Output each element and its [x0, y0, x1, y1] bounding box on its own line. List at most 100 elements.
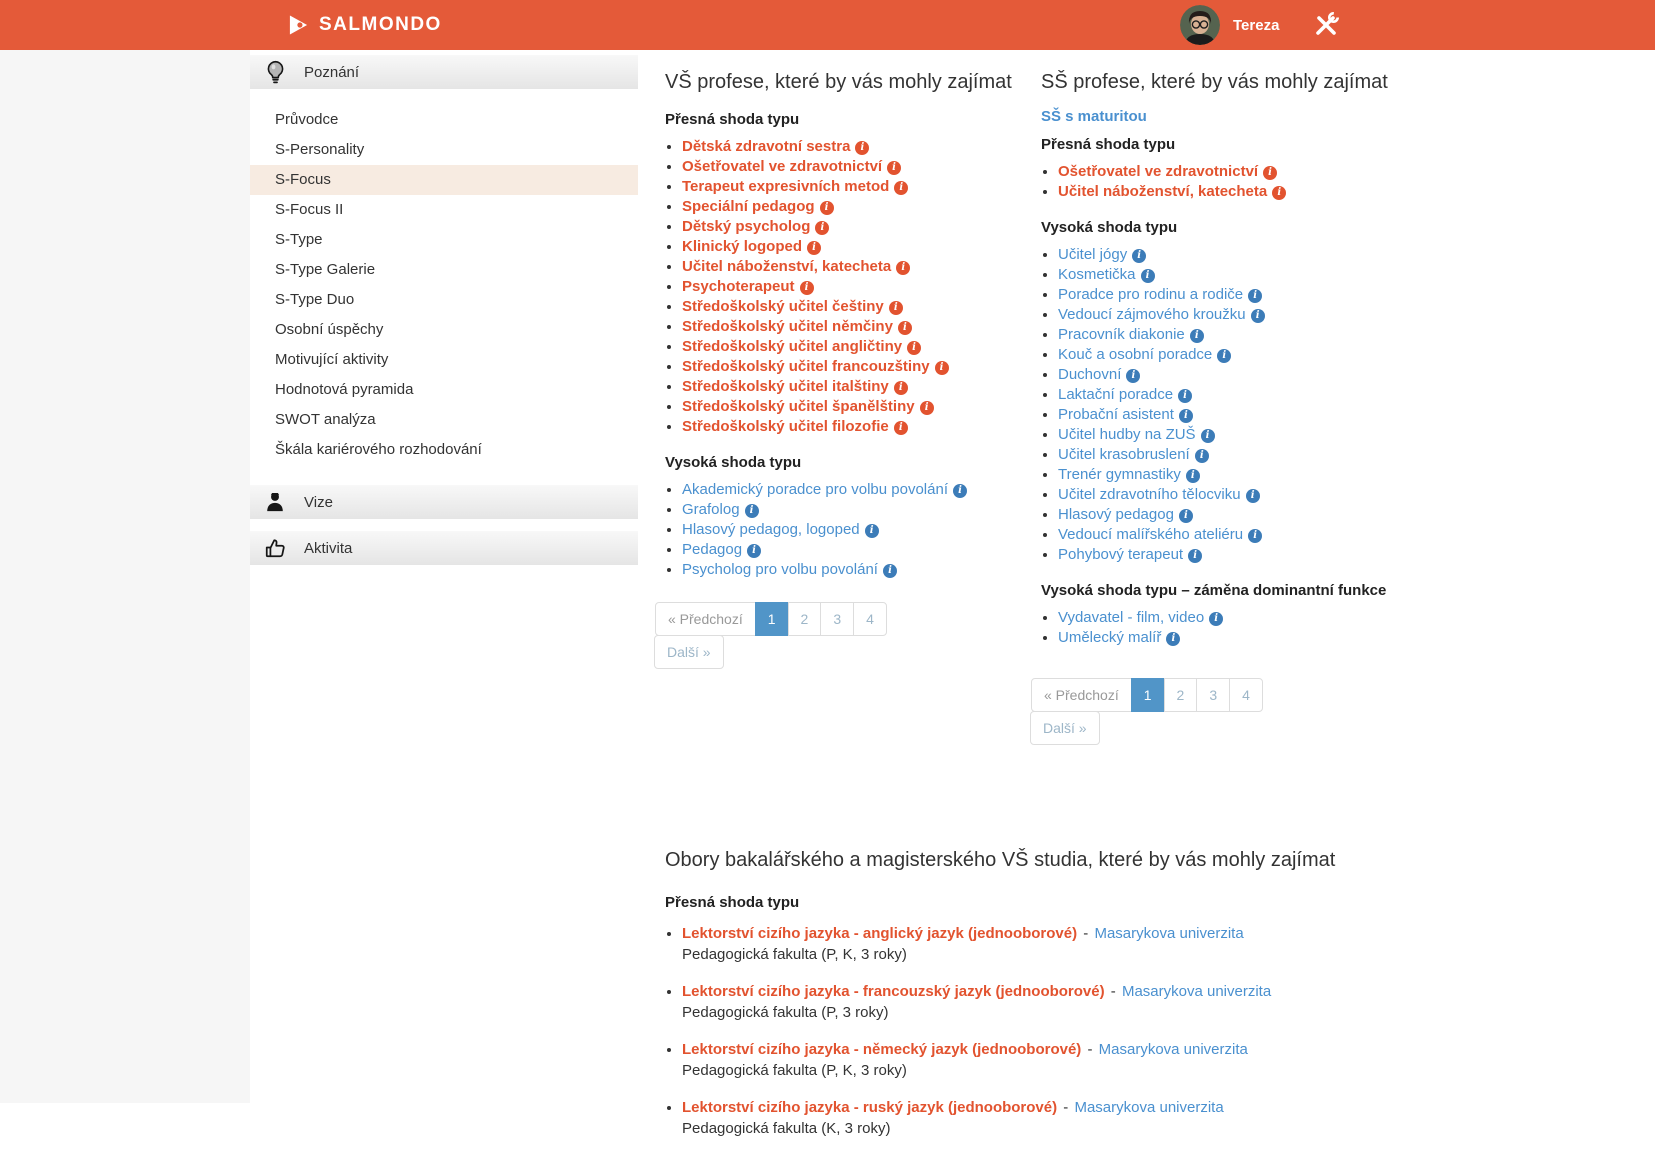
- info-icon[interactable]: [907, 341, 922, 355]
- info-icon[interactable]: [744, 504, 759, 518]
- university-link[interactable]: Masarykova univerzita: [1074, 1099, 1224, 1116]
- profession-link[interactable]: Poradce pro rodinu a rodiče: [1058, 286, 1244, 303]
- profession-link[interactable]: Pracovník diakonie: [1058, 326, 1185, 343]
- pagination-page[interactable]: 3: [1196, 678, 1231, 712]
- user-name[interactable]: Tereza: [1233, 16, 1280, 34]
- sidebar-section-poznani[interactable]: Poznání: [250, 55, 638, 89]
- info-icon[interactable]: [1194, 449, 1209, 463]
- pagination-next[interactable]: Další »: [654, 635, 724, 669]
- sidebar-section-aktivita[interactable]: Aktivita: [250, 531, 638, 565]
- sidebar-menu-item[interactable]: Průvodce: [275, 111, 339, 128]
- sidebar-menu-item[interactable]: SWOT analýza: [275, 411, 376, 428]
- study-field-link[interactable]: Lektorství cizího jazyka - německý jazyk…: [682, 1041, 1082, 1058]
- profession-link[interactable]: Pedagog: [682, 541, 743, 558]
- profession-link[interactable]: Psycholog pro volbu povolání: [682, 561, 878, 578]
- profession-link[interactable]: Umělecký malíř: [1058, 629, 1162, 646]
- profession-link[interactable]: Dětský psycholog: [682, 218, 811, 235]
- info-icon[interactable]: [1178, 389, 1193, 403]
- sidebar-menu-item[interactable]: S-Type: [275, 231, 323, 248]
- university-link[interactable]: Masarykova univerzita: [1121, 983, 1272, 1000]
- info-icon[interactable]: [893, 381, 908, 395]
- profession-link[interactable]: Terapeut expresivních metod: [682, 178, 890, 195]
- profession-link[interactable]: Trenér gymnastiky: [1058, 466, 1181, 483]
- profession-link[interactable]: Ošetřovatel ve zdravotnictví: [1058, 163, 1259, 180]
- pagination-prev[interactable]: « Předchozí: [655, 602, 756, 636]
- sidebar-menu-item[interactable]: S-Focus II: [275, 201, 344, 218]
- profession-link[interactable]: Vedoucí malířského ateliéru: [1058, 526, 1244, 543]
- info-icon[interactable]: [1263, 166, 1278, 180]
- profession-link[interactable]: Učitel hudby na ZUŠ: [1058, 426, 1196, 443]
- brand-logo[interactable]: SALMONDO: [288, 0, 442, 50]
- profession-link[interactable]: Vydavatel - film, video: [1058, 609, 1205, 626]
- pagination-page[interactable]: 1: [1130, 678, 1165, 712]
- pagination-page[interactable]: 4: [853, 602, 887, 636]
- sidebar-section-vize[interactable]: Vize: [250, 485, 638, 519]
- profession-link[interactable]: Duchovní: [1058, 366, 1122, 383]
- info-icon[interactable]: [896, 261, 911, 275]
- info-icon[interactable]: [1178, 409, 1193, 423]
- profession-link[interactable]: Učitel jógy: [1058, 246, 1128, 263]
- info-icon[interactable]: [1245, 489, 1260, 503]
- pagination-page[interactable]: 4: [1229, 678, 1263, 712]
- profession-link[interactable]: Laktační poradce: [1058, 386, 1174, 403]
- info-icon[interactable]: [1126, 369, 1141, 383]
- sidebar-menu-item[interactable]: S-Personality: [275, 141, 365, 158]
- sidebar-menu-item[interactable]: Hodnotová pyramida: [275, 381, 414, 398]
- profession-link[interactable]: Klinický logoped: [682, 238, 803, 255]
- info-icon[interactable]: [1272, 186, 1287, 200]
- info-icon[interactable]: [897, 321, 912, 335]
- study-field-link[interactable]: Lektorství cizího jazyka - ruský jazyk (…: [682, 1099, 1058, 1116]
- study-field-link[interactable]: Lektorství cizího jazyka - francouzský j…: [682, 983, 1105, 1000]
- university-link[interactable]: Masarykova univerzita: [1098, 1041, 1248, 1058]
- profession-link[interactable]: Ošetřovatel ve zdravotnictví: [682, 158, 883, 175]
- info-icon[interactable]: [1248, 289, 1263, 303]
- info-icon[interactable]: [855, 141, 870, 155]
- profession-link[interactable]: Probační asistent: [1058, 406, 1174, 423]
- info-icon[interactable]: [1140, 269, 1155, 283]
- profession-link[interactable]: Učitel zdravotního tělocviku: [1058, 486, 1241, 503]
- info-icon[interactable]: [799, 281, 814, 295]
- sidebar-menu-item[interactable]: Osobní úspěchy: [275, 321, 384, 338]
- pagination-page[interactable]: 2: [787, 602, 822, 636]
- info-icon[interactable]: [894, 181, 909, 195]
- profession-link[interactable]: Hlasový pedagog, logoped: [682, 521, 860, 538]
- info-icon[interactable]: [1209, 612, 1224, 626]
- info-icon[interactable]: [747, 544, 762, 558]
- university-link[interactable]: Masarykova univerzita: [1094, 925, 1244, 942]
- profession-link[interactable]: Středoškolský učitel filozofie: [682, 418, 889, 435]
- profession-link[interactable]: Středoškolský učitel italštiny: [682, 378, 889, 395]
- avatar[interactable]: [1180, 5, 1220, 45]
- pagination-page[interactable]: 2: [1163, 678, 1198, 712]
- profession-link[interactable]: Učitel náboženství, katecheta: [682, 258, 892, 275]
- info-icon[interactable]: [819, 201, 834, 215]
- info-icon[interactable]: [1132, 249, 1147, 263]
- tools-icon[interactable]: [1311, 10, 1341, 40]
- pagination-page[interactable]: 3: [820, 602, 855, 636]
- info-icon[interactable]: [1217, 349, 1232, 363]
- info-icon[interactable]: [882, 564, 897, 578]
- profession-link[interactable]: Středoškolský učitel němčiny: [682, 318, 893, 335]
- pagination-next[interactable]: Další »: [1030, 711, 1100, 745]
- ss-maturita-link[interactable]: SŠ s maturitou: [1041, 108, 1147, 125]
- sidebar-menu-item[interactable]: S-Type Duo: [275, 291, 355, 308]
- info-icon[interactable]: [1250, 309, 1265, 323]
- info-icon[interactable]: [888, 301, 903, 315]
- profession-link[interactable]: Vedoucí zájmového kroužku: [1058, 306, 1246, 323]
- profession-link[interactable]: Středoškolský učitel španělštiny: [682, 398, 915, 415]
- profession-link[interactable]: Středoškolský učitel češtiny: [682, 298, 884, 315]
- pagination-page[interactable]: 1: [754, 602, 789, 636]
- profession-link[interactable]: Grafolog: [682, 501, 740, 518]
- info-icon[interactable]: [864, 524, 879, 538]
- profession-link[interactable]: Hlasový pedagog: [1058, 506, 1174, 523]
- profession-link[interactable]: Učitel krasobruslení: [1058, 446, 1190, 463]
- profession-link[interactable]: Kouč a osobní poradce: [1058, 346, 1213, 363]
- info-icon[interactable]: [1188, 549, 1203, 563]
- info-icon[interactable]: [1248, 529, 1263, 543]
- profession-link[interactable]: Akademický poradce pro volbu povolání: [682, 481, 948, 498]
- info-icon[interactable]: [815, 221, 830, 235]
- profession-link[interactable]: Pohybový terapeut: [1058, 546, 1184, 563]
- info-icon[interactable]: [807, 241, 822, 255]
- profession-link[interactable]: Středoškolský učitel angličtiny: [682, 338, 903, 355]
- profession-link[interactable]: Dětská zdravotní sestra: [682, 138, 851, 155]
- info-icon[interactable]: [893, 421, 908, 435]
